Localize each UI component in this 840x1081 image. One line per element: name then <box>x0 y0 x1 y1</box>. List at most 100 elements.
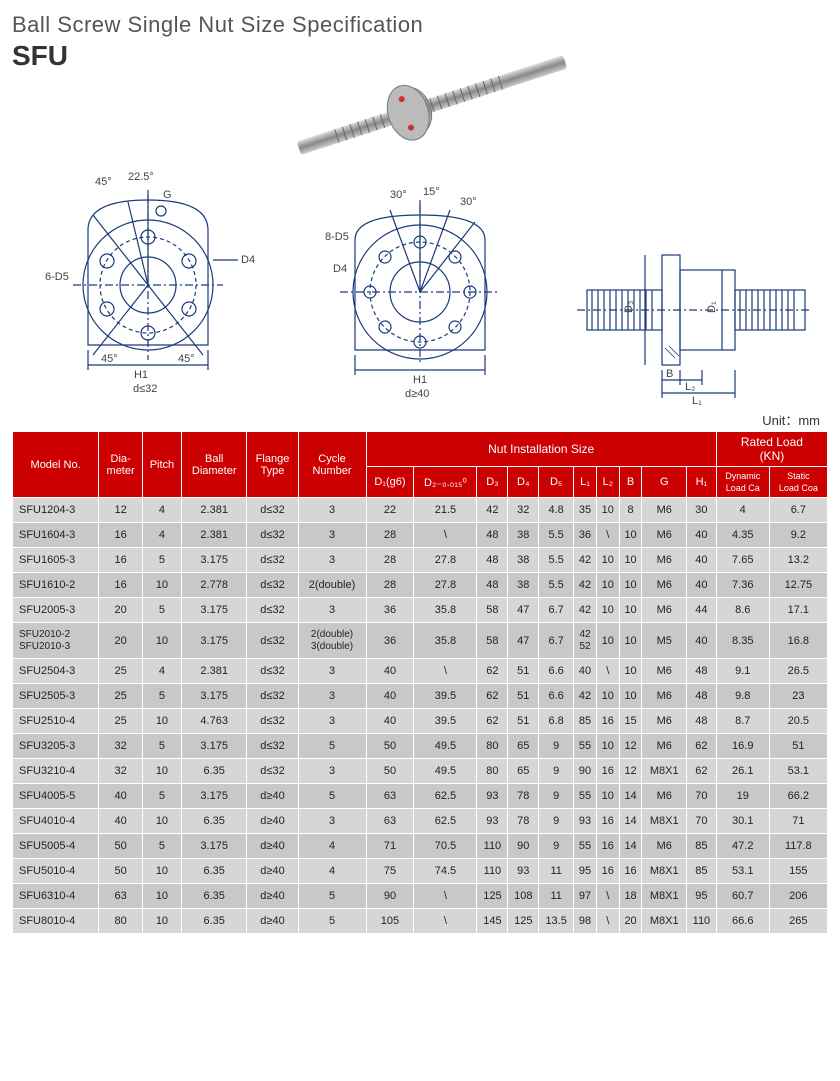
table-row: SFU3205-33253.175d≤3255049.580659551012M… <box>13 734 828 759</box>
svg-text:D₁: D₁ <box>706 301 718 313</box>
cell-d2: 39.5 <box>414 709 477 734</box>
th-model: Model No. <box>13 432 99 498</box>
cell-d2: \ <box>414 523 477 548</box>
cell-g: M6 <box>642 709 687 734</box>
cell-d1: 36 <box>366 623 414 659</box>
cell-p: 5 <box>142 834 181 859</box>
cell-d4: 78 <box>508 784 539 809</box>
cell-d3: 42 <box>477 498 508 523</box>
cell-d1: 28 <box>366 573 414 598</box>
cell-dy: 8.6 <box>716 598 769 623</box>
cell-g: M6 <box>642 548 687 573</box>
cell-ft: d≥40 <box>247 884 298 909</box>
cell-p: 5 <box>142 548 181 573</box>
cell-bd: 6.35 <box>181 759 247 784</box>
cell-d2: \ <box>414 909 477 934</box>
cell-l2: \ <box>596 909 619 934</box>
svg-text:45°: 45° <box>178 353 195 365</box>
cell-g: M8X1 <box>642 809 687 834</box>
cell-d1: 40 <box>366 709 414 734</box>
cell-st: 71 <box>769 809 827 834</box>
svg-text:22.5°: 22.5° <box>128 171 154 183</box>
cell-l1: 36 <box>574 523 597 548</box>
cell-l2: \ <box>596 659 619 684</box>
cell-dy: 47.2 <box>716 834 769 859</box>
cell-g: M6 <box>642 684 687 709</box>
cell-d3: 48 <box>477 523 508 548</box>
cell-d3: 110 <box>477 859 508 884</box>
cell-l1: 35 <box>574 498 597 523</box>
cell-cn: 2(double) <box>298 573 366 598</box>
cell-l2: 10 <box>596 573 619 598</box>
cell-l2: 16 <box>596 709 619 734</box>
cell-p: 4 <box>142 523 181 548</box>
cell-d2: 27.8 <box>414 548 477 573</box>
cell-l1: 42 <box>574 548 597 573</box>
flange-diagram-small: 45° 22.5° G D4 6-D5 45° 45° H1 d≤32 <box>33 150 263 410</box>
cell-d5: 11 <box>539 859 574 884</box>
th-b: B <box>619 467 642 498</box>
cell-d4: 108 <box>508 884 539 909</box>
cell-b: 18 <box>619 884 642 909</box>
page-title: Ball Screw Single Nut Size Specification <box>12 12 828 38</box>
cell-l1: 42 <box>574 598 597 623</box>
cell-ft: d≤32 <box>247 523 298 548</box>
cell-h1: 70 <box>687 784 717 809</box>
cell-dy: 7.65 <box>716 548 769 573</box>
cell-l1: 55 <box>574 784 597 809</box>
cell-p: 10 <box>142 884 181 909</box>
cell-m: SFU3210-4 <box>13 759 99 784</box>
svg-text:30°: 30° <box>390 189 407 201</box>
svg-text:D₃: D₃ <box>623 301 635 313</box>
cell-m: SFU4005-5 <box>13 784 99 809</box>
cell-g: M6 <box>642 784 687 809</box>
svg-text:H1: H1 <box>134 369 148 381</box>
cell-dy: 9.8 <box>716 684 769 709</box>
cell-b: 12 <box>619 759 642 784</box>
cell-d5: 9 <box>539 759 574 784</box>
table-row: SFU5005-45053.175d≥4047170.5110909551614… <box>13 834 828 859</box>
cell-h1: 40 <box>687 523 717 548</box>
cell-cn: 3 <box>298 498 366 523</box>
cell-l2: 10 <box>596 684 619 709</box>
cell-l1: 95 <box>574 859 597 884</box>
cell-dy: 66.6 <box>716 909 769 934</box>
cell-h1: 62 <box>687 734 717 759</box>
cell-h1: 40 <box>687 573 717 598</box>
th-d2: D₂₋₀.₀₁₅⁰ <box>414 467 477 498</box>
cell-p: 10 <box>142 573 181 598</box>
cell-b: 8 <box>619 498 642 523</box>
cell-d1: 22 <box>366 498 414 523</box>
cell-h1: 30 <box>687 498 717 523</box>
cell-cn: 3 <box>298 598 366 623</box>
svg-text:D4: D4 <box>241 254 255 266</box>
cell-p: 5 <box>142 784 181 809</box>
table-row: SFU1605-31653.175d≤3232827.848385.542101… <box>13 548 828 573</box>
cell-bd: 6.35 <box>181 909 247 934</box>
cell-d4: 47 <box>508 598 539 623</box>
th-d1: D₁(g6) <box>366 467 414 498</box>
cell-b: 10 <box>619 598 642 623</box>
cell-dy: 7.36 <box>716 573 769 598</box>
cell-bd: 3.175 <box>181 834 247 859</box>
cell-g: M6 <box>642 734 687 759</box>
product-render <box>272 40 592 170</box>
cell-ft: d≥40 <box>247 834 298 859</box>
cell-cn: 3 <box>298 523 366 548</box>
cell-ft: d≥40 <box>247 909 298 934</box>
cell-st: 206 <box>769 884 827 909</box>
svg-text:d≥40: d≥40 <box>405 388 429 400</box>
cell-ft: d≤32 <box>247 548 298 573</box>
cell-d5: 9 <box>539 734 574 759</box>
cell-d2: 35.8 <box>414 598 477 623</box>
cell-dia: 32 <box>99 734 143 759</box>
cell-m: SFU1605-3 <box>13 548 99 573</box>
cell-bd: 3.175 <box>181 548 247 573</box>
cell-m: SFU1604-3 <box>13 523 99 548</box>
table-row: SFU1204-31242.381d≤3232221.542324.835108… <box>13 498 828 523</box>
cell-cn: 5 <box>298 734 366 759</box>
cell-d4: 38 <box>508 523 539 548</box>
cell-d4: 38 <box>508 573 539 598</box>
cell-l1: 55 <box>574 834 597 859</box>
table-row: SFU1610-216102.778d≤322(double)2827.8483… <box>13 573 828 598</box>
